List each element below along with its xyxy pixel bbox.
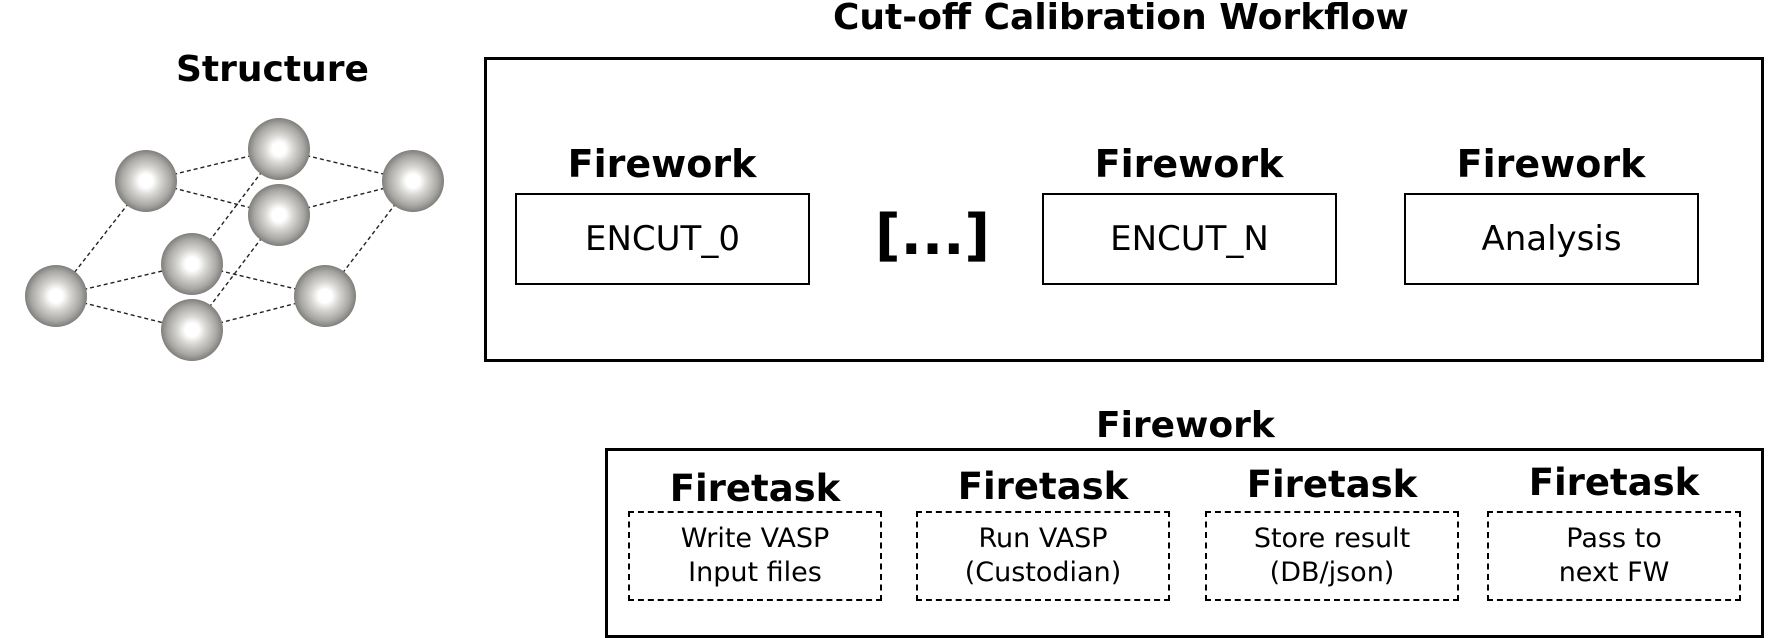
firework-analysis: Analysis xyxy=(1404,193,1699,285)
firework-text: Analysis xyxy=(1481,219,1622,259)
atoms xyxy=(25,118,444,361)
firework-encut-0: ENCUT_0 xyxy=(515,193,810,285)
firework-label: Firework xyxy=(1456,142,1646,186)
firetask-label: Firetask xyxy=(957,465,1129,508)
firetask-pass-to-next: Pass to next FW xyxy=(1487,511,1741,601)
firework-text: ENCUT_N xyxy=(1110,219,1269,259)
firetask-label: Firetask xyxy=(669,467,841,510)
firetask-store-result: Store result (DB/json) xyxy=(1205,511,1459,601)
atom xyxy=(248,184,310,246)
atom xyxy=(115,150,177,212)
bond-lines xyxy=(55,148,414,331)
atom xyxy=(161,233,223,295)
firework-label: Firework xyxy=(1094,142,1284,186)
firetask-line2: (Custodian) xyxy=(964,557,1122,588)
firetask-line2: Input files xyxy=(688,557,822,588)
atom xyxy=(161,299,223,361)
firetask-label: Firetask xyxy=(1246,463,1418,506)
atom xyxy=(25,265,87,327)
firework-detail-box xyxy=(605,448,1764,638)
structure-title: Structure xyxy=(176,49,369,90)
atom xyxy=(382,150,444,212)
crystal-structure-diagram xyxy=(25,118,444,361)
firetask-write-vasp: Write VASP Input files xyxy=(628,511,882,601)
atom xyxy=(248,118,310,180)
atom xyxy=(294,265,356,327)
firework-text: ENCUT_0 xyxy=(585,219,740,259)
firetask-label: Firetask xyxy=(1528,461,1700,504)
firetask-line1: Write VASP xyxy=(680,523,830,555)
firetask-line2: (DB/json) xyxy=(1269,557,1395,588)
firework-label: Firework xyxy=(567,142,757,186)
firetask-line2: next FW xyxy=(1558,557,1670,588)
firetask-run-vasp: Run VASP (Custodian) xyxy=(916,511,1170,601)
firework-encut-n: ENCUT_N xyxy=(1042,193,1337,285)
workflow-title: Cut-off Calibration Workflow xyxy=(833,0,1409,38)
firetask-line1: Run VASP xyxy=(978,523,1108,555)
ellipsis: [...] xyxy=(875,203,991,268)
firetask-line1: Store result xyxy=(1253,523,1411,555)
firework-detail-title: Firework xyxy=(1096,405,1275,446)
firetask-line1: Pass to xyxy=(1566,523,1662,555)
workflow-box xyxy=(484,57,1764,362)
